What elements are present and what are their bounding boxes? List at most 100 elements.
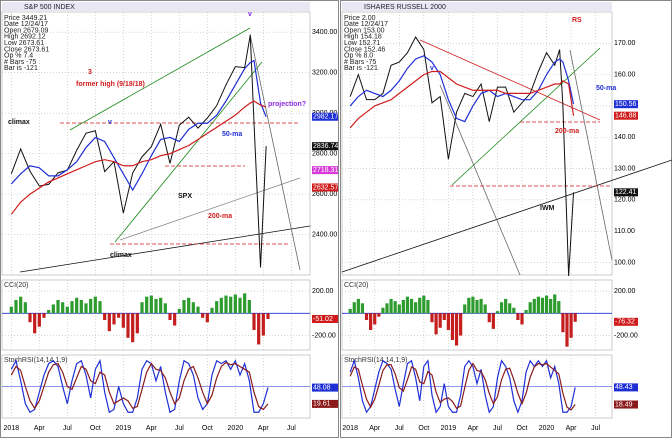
annotation: projection?	[268, 101, 306, 108]
cci-bar	[442, 313, 446, 320]
annotation: SPX	[178, 193, 192, 200]
cci-bar	[103, 313, 107, 320]
info-line: Price 3449.21	[4, 15, 47, 22]
cci-bar	[499, 302, 504, 314]
annotation: RS	[572, 17, 582, 24]
cci-bar	[89, 298, 93, 314]
info-line: Open 153.00	[344, 27, 385, 34]
cci-bar	[145, 296, 149, 314]
cci-bar	[168, 313, 172, 320]
cci-bar	[154, 298, 158, 314]
trend-line	[439, 84, 521, 276]
panel-title: StochRSI(14,14,1,9)	[344, 357, 407, 364]
cci-bar	[252, 313, 256, 330]
cci-bar	[495, 311, 500, 314]
x-tick-label: Apr	[566, 425, 578, 432]
value-badge	[312, 142, 338, 151]
cci-bar	[508, 303, 512, 314]
y-tick-label: 200.00	[312, 288, 334, 295]
cci-bar	[177, 308, 181, 314]
x-tick-label: Jul	[63, 425, 72, 432]
cci-bar	[524, 310, 528, 314]
cci-bar	[215, 301, 219, 314]
y-tick-label: 2800.00	[312, 150, 337, 157]
annotation: climax	[8, 119, 30, 126]
info-line: # Bars -75	[344, 59, 376, 66]
cci-bar	[520, 313, 524, 325]
annotation: v	[248, 11, 252, 18]
cci-bar	[512, 307, 516, 314]
x-tick-label: Jul	[493, 425, 502, 432]
info-line: Open 2679.09	[4, 27, 48, 34]
trend-line	[341, 159, 672, 273]
cci-bar	[532, 298, 536, 314]
cci-bar	[487, 313, 491, 323]
cci-bar	[467, 297, 471, 314]
cci-bar	[549, 298, 553, 314]
value-badge-label: 2836.74	[313, 143, 338, 150]
cci-bar	[553, 294, 557, 314]
annotation: v	[108, 119, 112, 126]
x-tick-label: Oct	[202, 425, 213, 432]
cci-bar	[528, 302, 532, 314]
value-badge-label: 122.41	[615, 189, 637, 196]
cci-bar	[561, 313, 565, 333]
cci-bar	[426, 300, 430, 314]
x-tick-label: Apr	[467, 425, 479, 432]
title-bar	[2, 2, 310, 11]
x-tick-label: Jul	[591, 425, 600, 432]
x-tick-label: Apr	[369, 425, 381, 432]
y-tick-label: -200.00	[312, 332, 336, 339]
y-tick-label: 110.00	[614, 228, 635, 235]
cci-bar	[356, 298, 360, 314]
annotation: 200-ma	[555, 128, 579, 135]
cci-bar	[483, 304, 487, 314]
cci-bar	[261, 313, 265, 336]
value-badge	[614, 188, 638, 197]
cci-bar	[418, 297, 422, 314]
info-line: Low 152.71	[344, 40, 380, 47]
cci-bar	[430, 313, 434, 323]
x-tick-label: Apr	[258, 425, 270, 432]
series-line	[349, 362, 576, 411]
cci-bar	[422, 295, 426, 314]
info-line: Op % 7.4	[4, 53, 33, 60]
series-line	[10, 59, 267, 192]
cci-bar	[219, 297, 223, 314]
cci-bar	[33, 313, 37, 334]
trend-line	[119, 177, 301, 241]
cci-bar	[23, 302, 27, 314]
x-tick-label: Apr	[34, 425, 46, 432]
cci-bar	[121, 313, 125, 328]
cci-bar	[182, 300, 186, 314]
cci-bar	[196, 306, 200, 314]
cci-bar	[364, 313, 369, 320]
cci-bar	[140, 302, 144, 314]
cci-bar	[159, 297, 163, 314]
cci-bar	[61, 302, 65, 314]
cci-bar	[348, 308, 352, 314]
x-tick-label: 2019	[116, 425, 132, 432]
cci-bar	[173, 313, 177, 326]
cci-bar	[149, 295, 153, 314]
cci-bar	[381, 307, 385, 314]
info-line: # Bars -75	[4, 59, 36, 66]
info-line: Date 12/24/17	[4, 21, 48, 28]
x-tick-label: Jul	[395, 425, 404, 432]
value-badge	[614, 100, 638, 109]
series-line	[10, 34, 267, 268]
series-line	[10, 358, 269, 414]
cci-bar	[360, 303, 365, 314]
info-line: Date 12/24/17	[344, 21, 388, 28]
cci-bar	[9, 306, 13, 314]
info-line: Low 2673.61	[4, 40, 44, 47]
cci-bar	[491, 313, 495, 329]
annotation: 200-ma	[208, 213, 232, 220]
cci-bar	[573, 313, 577, 322]
cci-bar	[565, 313, 569, 347]
series-line	[10, 361, 269, 411]
cci-bar	[369, 313, 373, 330]
cci-bar	[205, 313, 209, 323]
trend-line	[451, 47, 601, 186]
